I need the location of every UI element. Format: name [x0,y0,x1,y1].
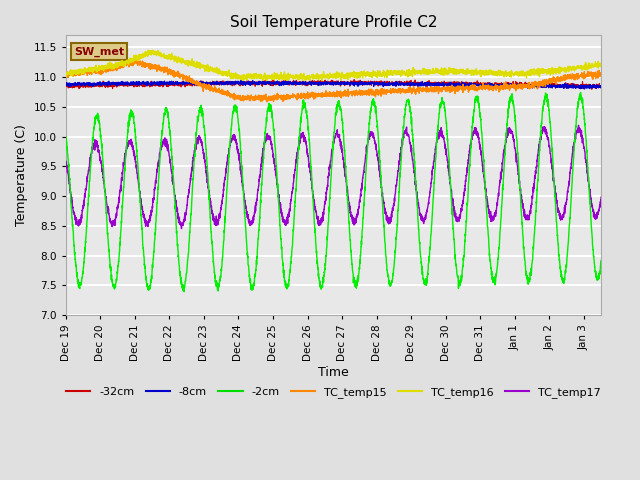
Title: Soil Temperature Profile C2: Soil Temperature Profile C2 [230,15,437,30]
Y-axis label: Temperature (C): Temperature (C) [15,124,28,226]
Legend: -32cm, -8cm, -2cm, TC_temp15, TC_temp16, TC_temp17: -32cm, -8cm, -2cm, TC_temp15, TC_temp16,… [61,382,605,402]
X-axis label: Time: Time [318,366,349,379]
Text: SW_met: SW_met [74,47,124,57]
